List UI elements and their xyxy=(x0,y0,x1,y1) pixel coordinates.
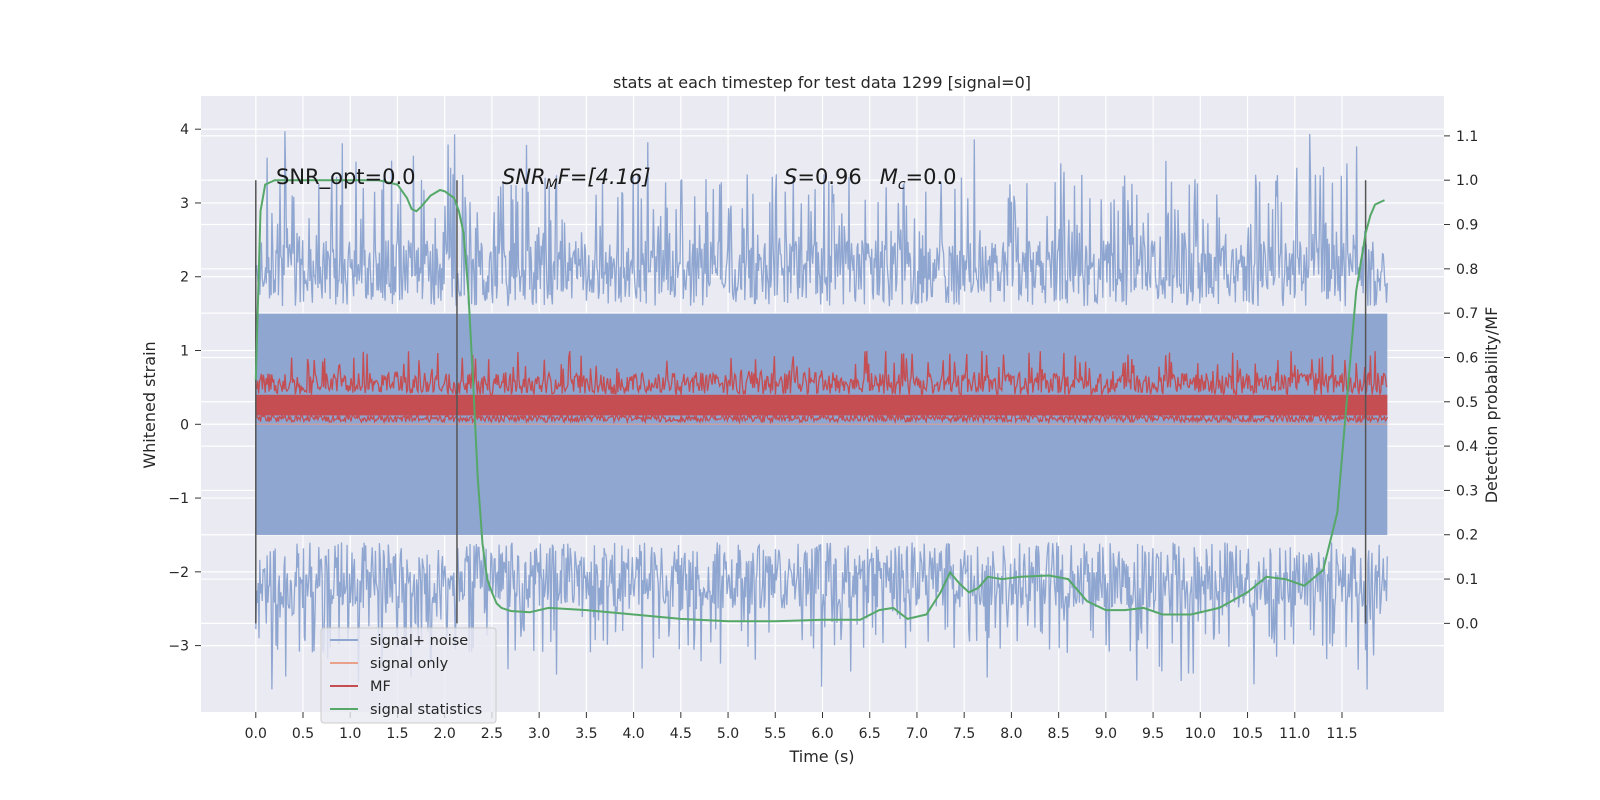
y-right-tick-label: 1.0 xyxy=(1456,173,1478,189)
y-right-tick-label: 1.1 xyxy=(1456,129,1478,145)
y-axis-left-ticks: −3 −2 −1 0 1 2 3 4 xyxy=(168,122,201,655)
y-left-tick-label: −1 xyxy=(168,491,189,507)
signal-statistics-line xyxy=(254,179,1385,623)
x-tick-label: 7.0 xyxy=(906,726,928,742)
y-axis-left-label: Whitened strain xyxy=(140,341,159,468)
y-right-tick-label: 0.1 xyxy=(1456,572,1478,588)
x-tick-label: 11.0 xyxy=(1279,726,1310,742)
mf-band xyxy=(255,394,1388,416)
annotation-s-mc: S=0.96 Mc=0.0 xyxy=(784,165,957,193)
y-right-tick-label: 0.9 xyxy=(1456,218,1478,234)
mf-upper-trace xyxy=(255,350,1388,397)
x-tick-label: 0.0 xyxy=(245,726,267,742)
x-tick-label: 9.5 xyxy=(1142,726,1164,742)
annotations: SNR_opt=0.0 SNRMF=[4.16] S=0.96 Mc=0.0 xyxy=(276,165,957,193)
x-tick-label: 4.0 xyxy=(622,726,644,742)
annotation-snr-mf-rest: F=[4.16] xyxy=(558,165,651,189)
x-tick-label: 9.0 xyxy=(1095,726,1117,742)
annotation-mc-sub: c xyxy=(898,177,906,193)
y-right-tick-label: 0.6 xyxy=(1456,350,1478,366)
y-right-tick-label: 0.7 xyxy=(1456,306,1478,322)
x-tick-label: 2.0 xyxy=(434,726,456,742)
vertical-markers xyxy=(255,180,1367,624)
x-tick-label: 5.0 xyxy=(717,726,739,742)
x-tick-label: 8.5 xyxy=(1047,726,1069,742)
x-tick-label: 6.5 xyxy=(859,726,881,742)
legend-label-signal-noise: signal+ noise xyxy=(370,633,468,649)
annotation-snr-mf: SNRMF=[4.16] xyxy=(502,165,651,193)
y-right-tick-label: 0.5 xyxy=(1456,395,1478,411)
annotation-s-rest: =0.96 xyxy=(797,165,861,189)
noise-upper-trace xyxy=(255,131,1388,307)
annotation-snr-mf-sub: M xyxy=(546,177,558,193)
y-left-tick-label: −3 xyxy=(168,639,189,655)
noise-lower-trace xyxy=(255,542,1388,690)
x-tick-label: 1.0 xyxy=(339,726,361,742)
y-left-tick-label: 1 xyxy=(180,344,189,360)
y-left-tick-label: −2 xyxy=(168,565,189,581)
x-tick-label: 3.0 xyxy=(528,726,550,742)
chart-title: stats at each timestep for test data 129… xyxy=(613,73,1031,92)
mf-lower-trace xyxy=(255,412,1388,425)
y-right-tick-label: 0.0 xyxy=(1456,616,1478,632)
x-tick-label: 1.5 xyxy=(386,726,408,742)
x-tick-label: 10.0 xyxy=(1185,726,1216,742)
x-axis-ticks: 0.0 0.5 1.0 1.5 2.0 2.5 3.0 3.5 4.0 4.5 5.0 5.5 6.0 6… xyxy=(245,712,1358,742)
x-tick-label: 11.5 xyxy=(1326,726,1357,742)
y-left-tick-label: 4 xyxy=(180,122,189,138)
x-tick-label: 5.5 xyxy=(764,726,786,742)
y-right-tick-label: 0.4 xyxy=(1456,439,1478,455)
x-tick-label: 0.5 xyxy=(292,726,314,742)
y-axis-right-ticks: 0.0 0.1 0.2 0.3 0.4 0.5 0.6 0.7 0.8 0.9 1.0 1.1 xyxy=(1444,129,1478,632)
x-axis-label: Time (s) xyxy=(788,747,854,766)
x-tick-label: 10.5 xyxy=(1232,726,1263,742)
y-left-tick-label: 0 xyxy=(180,417,189,433)
x-tick-label: 6.0 xyxy=(811,726,833,742)
series-signal-statistics xyxy=(254,179,1385,623)
legend-label-signal-statistics: signal statistics xyxy=(370,702,482,718)
annotation-mc-main: M xyxy=(880,165,898,189)
x-tick-label: 8.0 xyxy=(1000,726,1022,742)
x-tick-label: 2.5 xyxy=(481,726,503,742)
series-mf xyxy=(255,350,1388,425)
x-tick-label: 3.5 xyxy=(575,726,597,742)
annotation-s-main: S xyxy=(784,165,797,189)
legend-box xyxy=(320,627,497,724)
x-tick-label: 4.5 xyxy=(670,726,692,742)
legend-label-mf: MF xyxy=(370,679,391,695)
legend: signal+ noise signal only MF signal stat… xyxy=(320,627,497,724)
y-axis-right-label: Detection probability/MF xyxy=(1482,307,1501,504)
x-tick-label: 7.5 xyxy=(953,726,975,742)
y-right-tick-label: 0.2 xyxy=(1456,528,1478,544)
annotation-mc-rest: =0.0 xyxy=(906,165,957,189)
y-left-tick-label: 2 xyxy=(180,270,189,286)
y-right-tick-label: 0.8 xyxy=(1456,262,1478,278)
y-left-tick-label: 3 xyxy=(180,196,189,212)
annotation-snr-opt: SNR_opt=0.0 xyxy=(276,165,416,190)
annotation-snr-mf-main: SNR xyxy=(502,165,546,189)
legend-label-signal-only: signal only xyxy=(370,656,449,672)
y-right-tick-label: 0.3 xyxy=(1456,483,1478,499)
